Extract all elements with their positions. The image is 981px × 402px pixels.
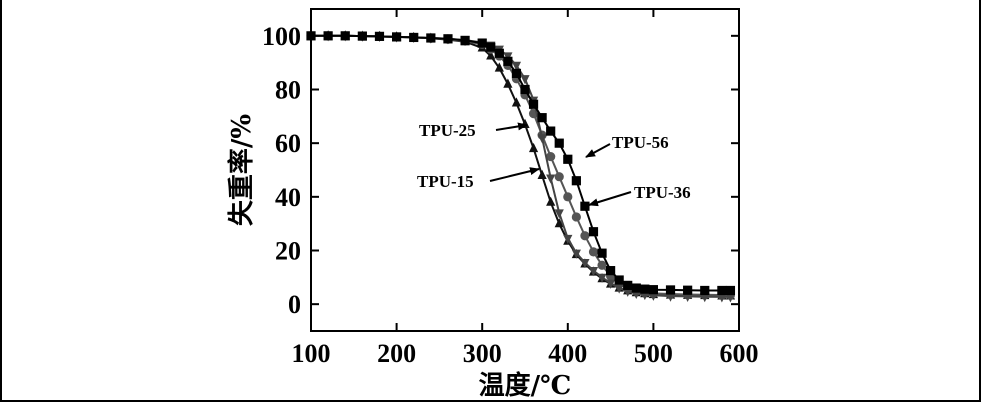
x-tick-label: 300 [463,339,502,368]
annotation-tpu-36: TPU-36 [634,183,691,202]
plot-area-frame [310,8,740,332]
data-point-tpu-56 [503,56,513,66]
data-point-tpu-56 [340,31,350,41]
data-point-tpu-36 [700,293,710,303]
annotation-arrow-tpu-36 [588,191,632,207]
data-point-tpu-36 [717,293,727,303]
data-point-tpu-15 [511,97,522,107]
y-tick-label: 80 [275,76,301,105]
data-point-tpu-56 [648,285,658,295]
data-point-tpu-56 [614,275,624,285]
y-tick-label: 20 [275,237,301,266]
data-point-tpu-56 [546,126,556,136]
data-point-tpu-56 [486,42,496,52]
y-tick-label: 0 [288,290,301,319]
x-tick-label: 100 [292,339,331,368]
annotation-tpu-25: TPU-25 [419,121,476,140]
data-point-tpu-36 [537,134,547,144]
data-point-tpu-56 [571,176,581,186]
x-tick-label: 600 [720,339,759,368]
y-tick-label: 100 [262,22,301,51]
data-point-tpu-56 [443,34,453,44]
data-point-tpu-36 [623,287,633,297]
data-point-tpu-56 [460,35,470,45]
data-point-tpu-56 [640,284,650,294]
data-point-tpu-56 [426,33,436,43]
annotation-arrow-tpu-56 [585,143,611,158]
data-point-tpu-25 [563,192,573,202]
data-point-tpu-15 [554,218,564,228]
data-point-tpu-15 [546,196,556,206]
data-point-tpu-56 [717,285,727,296]
y-axis-title: 失重率/% [226,114,257,226]
data-point-tpu-25 [571,212,581,222]
data-point-tpu-56 [606,266,616,276]
data-point-tpu-56 [580,201,590,211]
data-point-tpu-36 [683,292,693,302]
data-point-tpu-15 [537,169,547,179]
data-point-tpu-56 [563,154,573,164]
y-tick-label: 60 [275,129,301,158]
series-tpu-56 [306,31,736,296]
data-point-tpu-56 [357,31,367,41]
data-point-tpu-56 [511,68,522,78]
data-point-tpu-56 [323,31,333,41]
data-point-tpu-25 [546,151,556,162]
data-point-tpu-36 [580,258,590,269]
annotation-layer: TPU-25 TPU-15 TPU-56 TPU-36 [417,121,691,207]
data-point-tpu-15 [528,142,539,153]
data-point-tpu-56 [665,285,676,295]
data-point-tpu-36 [588,267,599,277]
data-point-tpu-56 [631,283,641,293]
data-point-tpu-56 [494,48,504,58]
data-point-tpu-56 [528,99,539,109]
data-point-tpu-56 [554,138,564,148]
data-point-tpu-36 [554,209,564,219]
data-point-tpu-36 [546,174,556,184]
data-point-tpu-25 [597,260,607,270]
annotation-arrow-tpu-15 [489,167,540,182]
x-tick-label: 500 [634,339,673,368]
series-layer [306,30,736,303]
data-point-tpu-56 [520,84,530,95]
data-point-tpu-56 [409,32,419,43]
x-tick-label: 200 [377,339,416,368]
data-point-tpu-36 [614,284,624,294]
data-point-tpu-56 [392,32,402,42]
annotation-tpu-15: TPU-15 [417,172,474,191]
data-point-tpu-36 [606,279,616,289]
data-point-tpu-56 [477,38,487,48]
axis-ticks: 100 200 300 400 500 600 0 20 40 60 80 100 [262,9,759,368]
data-point-tpu-36 [597,273,607,283]
data-point-tpu-36 [520,75,530,85]
data-point-tpu-36 [571,249,581,259]
annotation-arrow-tpu-25 [495,122,528,131]
data-point-tpu-15 [494,62,504,72]
data-point-tpu-25 [554,172,564,182]
data-point-tpu-56 [374,31,385,41]
data-point-tpu-56 [623,280,633,290]
annotation-tpu-56: TPU-56 [612,133,669,152]
y-tick-label: 40 [275,183,301,212]
data-point-tpu-56 [537,113,547,123]
data-point-tpu-56 [597,248,607,258]
data-point-tpu-36 [665,292,676,302]
data-point-tpu-36 [563,234,573,245]
x-tick-label: 400 [548,339,587,368]
data-point-tpu-25 [580,231,590,241]
data-point-tpu-56 [725,285,736,296]
data-point-tpu-25 [588,247,599,257]
data-point-tpu-36 [511,61,522,71]
data-point-tpu-56 [588,227,599,237]
x-axis-title: 温度/℃ [479,370,572,401]
data-point-tpu-15 [486,50,496,60]
data-point-tpu-36 [725,293,736,303]
data-point-tpu-56 [700,285,710,296]
data-point-tpu-56 [683,285,693,295]
data-point-tpu-15 [503,78,513,88]
